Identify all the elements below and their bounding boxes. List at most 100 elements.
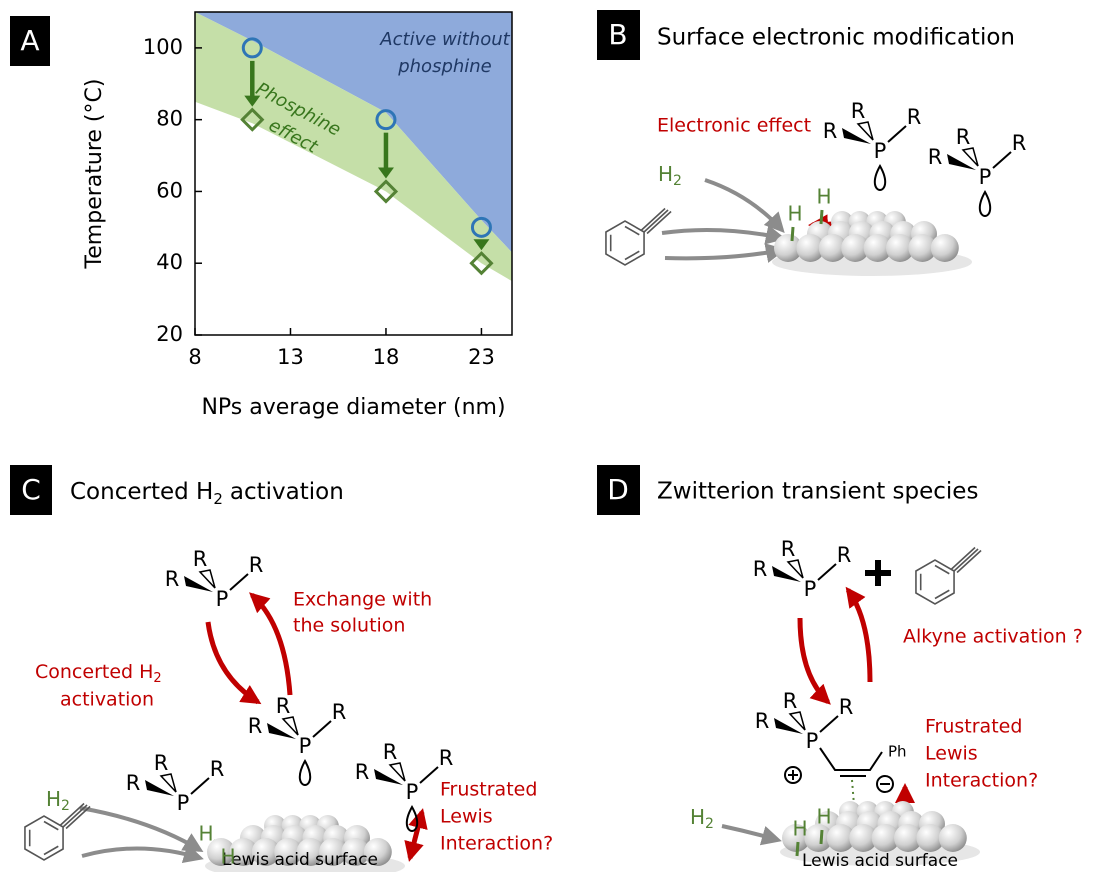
x-tick-label: 23 bbox=[468, 345, 495, 369]
bond bbox=[820, 716, 838, 732]
hash-bond bbox=[790, 712, 805, 730]
x-axis-label: NPs average diameter (nm) bbox=[201, 395, 505, 420]
annotation: Alkyne activation ? bbox=[903, 626, 1083, 648]
hydrogen: H bbox=[198, 822, 213, 846]
substituent: R bbox=[126, 771, 141, 795]
substituent: R bbox=[783, 689, 798, 713]
h-bond bbox=[821, 210, 822, 224]
substituent: R bbox=[907, 105, 922, 129]
bond bbox=[191, 778, 209, 794]
surface-label: Lewis acid surface bbox=[802, 851, 958, 871]
hydrogen: H bbox=[792, 817, 807, 841]
wedge-bond bbox=[145, 780, 174, 796]
panel-title: Surface electronic modification bbox=[657, 25, 1015, 51]
arrow bbox=[208, 622, 258, 702]
wedge-bond bbox=[267, 723, 296, 739]
ring bbox=[25, 816, 63, 860]
title-part: Concerted H bbox=[70, 479, 213, 505]
bond bbox=[993, 152, 1011, 168]
lone-pair bbox=[980, 192, 990, 216]
panel-label: A bbox=[20, 24, 39, 57]
substituent: R bbox=[928, 145, 943, 169]
substituent: R bbox=[193, 547, 208, 571]
hydrogen: H bbox=[658, 162, 673, 186]
phenylacetylene bbox=[25, 804, 90, 861]
subscript: 2 bbox=[705, 816, 714, 832]
substituent: R bbox=[781, 537, 796, 561]
substituent: R bbox=[210, 757, 225, 781]
wedge-bond bbox=[774, 718, 803, 734]
atom: P bbox=[804, 577, 817, 601]
annotation: the solution bbox=[293, 615, 405, 637]
x-tick-label: 13 bbox=[277, 345, 304, 369]
substituent: R bbox=[956, 125, 971, 149]
hydrogen: H bbox=[220, 845, 235, 869]
atom: P bbox=[806, 729, 819, 753]
ring bbox=[916, 560, 954, 604]
panel-label: B bbox=[608, 18, 627, 51]
figure: A B C D Surface electronic modification … bbox=[0, 0, 1096, 872]
gray-arrows bbox=[80, 180, 782, 858]
panel-label: C bbox=[21, 473, 41, 506]
hash-bond bbox=[390, 763, 405, 781]
atom: P bbox=[874, 139, 887, 163]
annotation: Concerted H2 bbox=[35, 661, 162, 686]
plot-area bbox=[195, 12, 512, 281]
arrow bbox=[662, 230, 782, 238]
substituent: R bbox=[154, 751, 169, 775]
substituent: R bbox=[837, 543, 852, 567]
wedge-bond bbox=[184, 576, 213, 592]
annotation: Lewis bbox=[925, 743, 978, 765]
hash-bond bbox=[161, 774, 176, 792]
hash-bond bbox=[963, 148, 978, 166]
subscript: 2 bbox=[213, 490, 223, 508]
lone-pair bbox=[300, 761, 310, 785]
substituent: R bbox=[276, 694, 291, 718]
bond bbox=[420, 767, 438, 783]
y-tick-label: 40 bbox=[156, 250, 183, 274]
substituent: R bbox=[355, 760, 370, 784]
triple-bond bbox=[644, 210, 668, 232]
arrow bbox=[82, 848, 200, 858]
substituent: R bbox=[753, 557, 768, 581]
y-axis-label: Temperature (°C) bbox=[82, 79, 107, 270]
annotation: Electronic effect bbox=[657, 115, 811, 137]
arrow bbox=[252, 595, 290, 695]
atom: P bbox=[406, 780, 419, 804]
h-bond bbox=[821, 830, 822, 844]
x-tick-label: 18 bbox=[373, 345, 400, 369]
ring bbox=[606, 221, 644, 265]
substituent: R bbox=[839, 695, 854, 719]
hash-bond bbox=[858, 122, 873, 140]
wedge-bond bbox=[772, 566, 801, 582]
y-tick-label: 80 bbox=[156, 107, 183, 131]
hydrogen: H bbox=[787, 202, 802, 226]
dihydrogen: H2 bbox=[690, 805, 714, 833]
lone-pair bbox=[407, 807, 417, 831]
surface-label: Lewis acid surface bbox=[222, 850, 378, 870]
hydrogen: H bbox=[816, 805, 831, 829]
arrow bbox=[705, 180, 782, 230]
substituent: R bbox=[823, 119, 838, 143]
atom: P bbox=[216, 587, 229, 611]
bond bbox=[230, 574, 248, 590]
panel-title: Zwitterion transient species bbox=[657, 479, 978, 505]
x-tick-label: 8 bbox=[188, 345, 201, 369]
h-bond bbox=[797, 842, 798, 856]
phosphine: PRRR bbox=[248, 694, 347, 785]
substituent: R bbox=[1012, 131, 1027, 155]
hydrogen: H bbox=[690, 805, 705, 829]
annotation: activation bbox=[60, 689, 154, 711]
surface-atom bbox=[931, 234, 959, 262]
title-part: activation bbox=[230, 479, 344, 505]
dihydrogen: H2 bbox=[658, 162, 682, 190]
surface-atom bbox=[939, 824, 967, 852]
substituent: R bbox=[851, 99, 866, 123]
substituent: R bbox=[439, 746, 454, 770]
arrow bbox=[848, 590, 870, 682]
phosphine: PRRR bbox=[928, 125, 1027, 216]
